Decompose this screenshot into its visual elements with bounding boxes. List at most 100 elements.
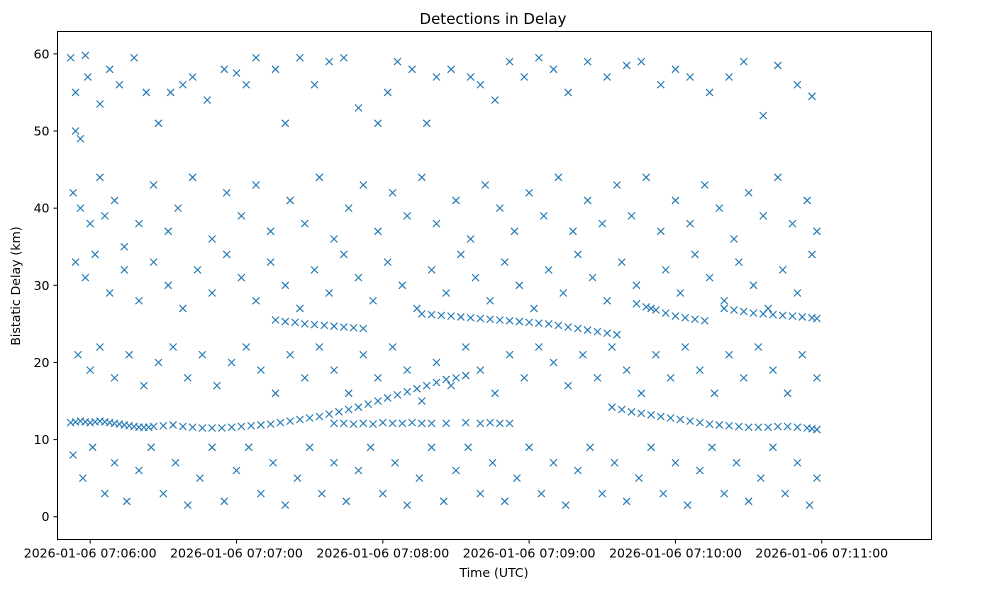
data-point-marker (515, 281, 524, 290)
data-point-marker (491, 389, 499, 398)
plot-frame (57, 31, 932, 540)
data-point-marker (610, 458, 619, 467)
data-point-marker (593, 373, 602, 382)
data-point-marker (808, 250, 816, 259)
data-point-marker (617, 405, 626, 414)
data-point-marker (432, 219, 441, 228)
data-point-marker (461, 343, 470, 351)
data-point-marker (281, 317, 290, 326)
series-clutter (66, 51, 821, 510)
data-point-marker (296, 53, 304, 62)
data-point-marker (812, 425, 821, 434)
data-point-marker (778, 265, 787, 274)
data-point-marker (232, 466, 241, 475)
data-point-marker (86, 366, 95, 375)
data-point-marker (364, 400, 373, 408)
data-point-marker (383, 88, 392, 97)
data-point-marker (476, 366, 485, 375)
data-point-marker (315, 173, 324, 182)
data-point-marker (281, 281, 290, 290)
data-point-marker (812, 474, 821, 483)
data-point-marker (142, 88, 151, 97)
data-point-marker (393, 57, 402, 66)
data-point-marker (491, 96, 499, 105)
y-axis-label: Bistatic Delay (km) (8, 226, 23, 345)
data-point-marker (513, 474, 521, 483)
data-point-marker (300, 319, 309, 328)
data-point-marker (76, 204, 85, 213)
data-point-marker (271, 65, 280, 74)
data-point-marker (330, 419, 338, 428)
data-point-marker (427, 310, 436, 319)
data-point-marker (237, 422, 246, 431)
data-point-marker (476, 314, 485, 323)
x-tick-label: 2026-01-06 07:07:00 (170, 546, 303, 561)
data-point-marker (525, 443, 534, 452)
data-point-marker (369, 296, 377, 305)
data-point-marker (427, 265, 436, 274)
data-point-marker (466, 235, 475, 243)
data-point-marker (66, 53, 75, 62)
data-point-marker (413, 384, 421, 393)
data-point-marker (256, 421, 265, 429)
data-point-marker (452, 466, 460, 475)
data-point-marker (471, 273, 480, 282)
data-point-marker (183, 501, 192, 510)
data-point-marker (710, 389, 719, 398)
data-point-marker (671, 312, 680, 321)
data-point-marker (222, 188, 231, 197)
data-point-marker (247, 421, 256, 430)
data-point-marker (793, 289, 802, 297)
data-point-marker (286, 350, 295, 359)
data-point-marker (725, 421, 733, 430)
data-point-marker (495, 419, 504, 428)
data-point-marker (171, 458, 180, 467)
data-point-marker (174, 204, 182, 213)
data-point-marker (388, 188, 397, 197)
data-point-marker (652, 306, 660, 314)
data-point-marker (354, 103, 363, 112)
data-point-marker (805, 501, 814, 510)
data-point-marker (110, 196, 119, 205)
data-point-marker (413, 304, 421, 313)
data-point-marker (344, 389, 353, 398)
data-point-marker (486, 315, 494, 324)
data-point-marker (149, 181, 158, 189)
chart-title: Detections in Delay (420, 10, 567, 28)
data-point-marker (330, 322, 338, 331)
data-point-marker (100, 211, 109, 220)
data-point-marker (515, 317, 524, 326)
data-point-marker (432, 73, 441, 81)
data-point-marker (627, 407, 636, 416)
data-point-marker (154, 358, 163, 367)
x-tick-label: 2026-01-06 07:09:00 (463, 546, 596, 561)
data-point-marker (659, 489, 668, 498)
data-point-marker (359, 350, 368, 359)
data-point-marker (417, 173, 426, 182)
data-point-marker (778, 311, 787, 320)
data-point-marker (242, 343, 251, 351)
data-point-marker (554, 321, 563, 330)
data-point-marker (178, 304, 187, 313)
data-point-marker (139, 381, 148, 390)
data-point-marker (700, 181, 709, 189)
data-point-marker (500, 497, 509, 506)
data-point-marker (574, 250, 582, 259)
data-point-marker (359, 181, 368, 189)
y-tick-label: 40 (34, 201, 50, 216)
data-point-marker (178, 80, 187, 89)
data-point-marker (652, 350, 660, 359)
data-point-marker (335, 407, 343, 416)
data-point-marker (574, 466, 582, 475)
data-point-marker (100, 489, 109, 498)
data-point-marker (803, 196, 812, 205)
data-point-marker (354, 273, 363, 282)
data-point-marker (495, 204, 504, 213)
data-point-marker (622, 497, 631, 506)
data-point-marker (417, 419, 426, 428)
data-point-marker (222, 250, 231, 259)
data-point-marker (354, 403, 363, 412)
data-point-marker (769, 366, 777, 375)
